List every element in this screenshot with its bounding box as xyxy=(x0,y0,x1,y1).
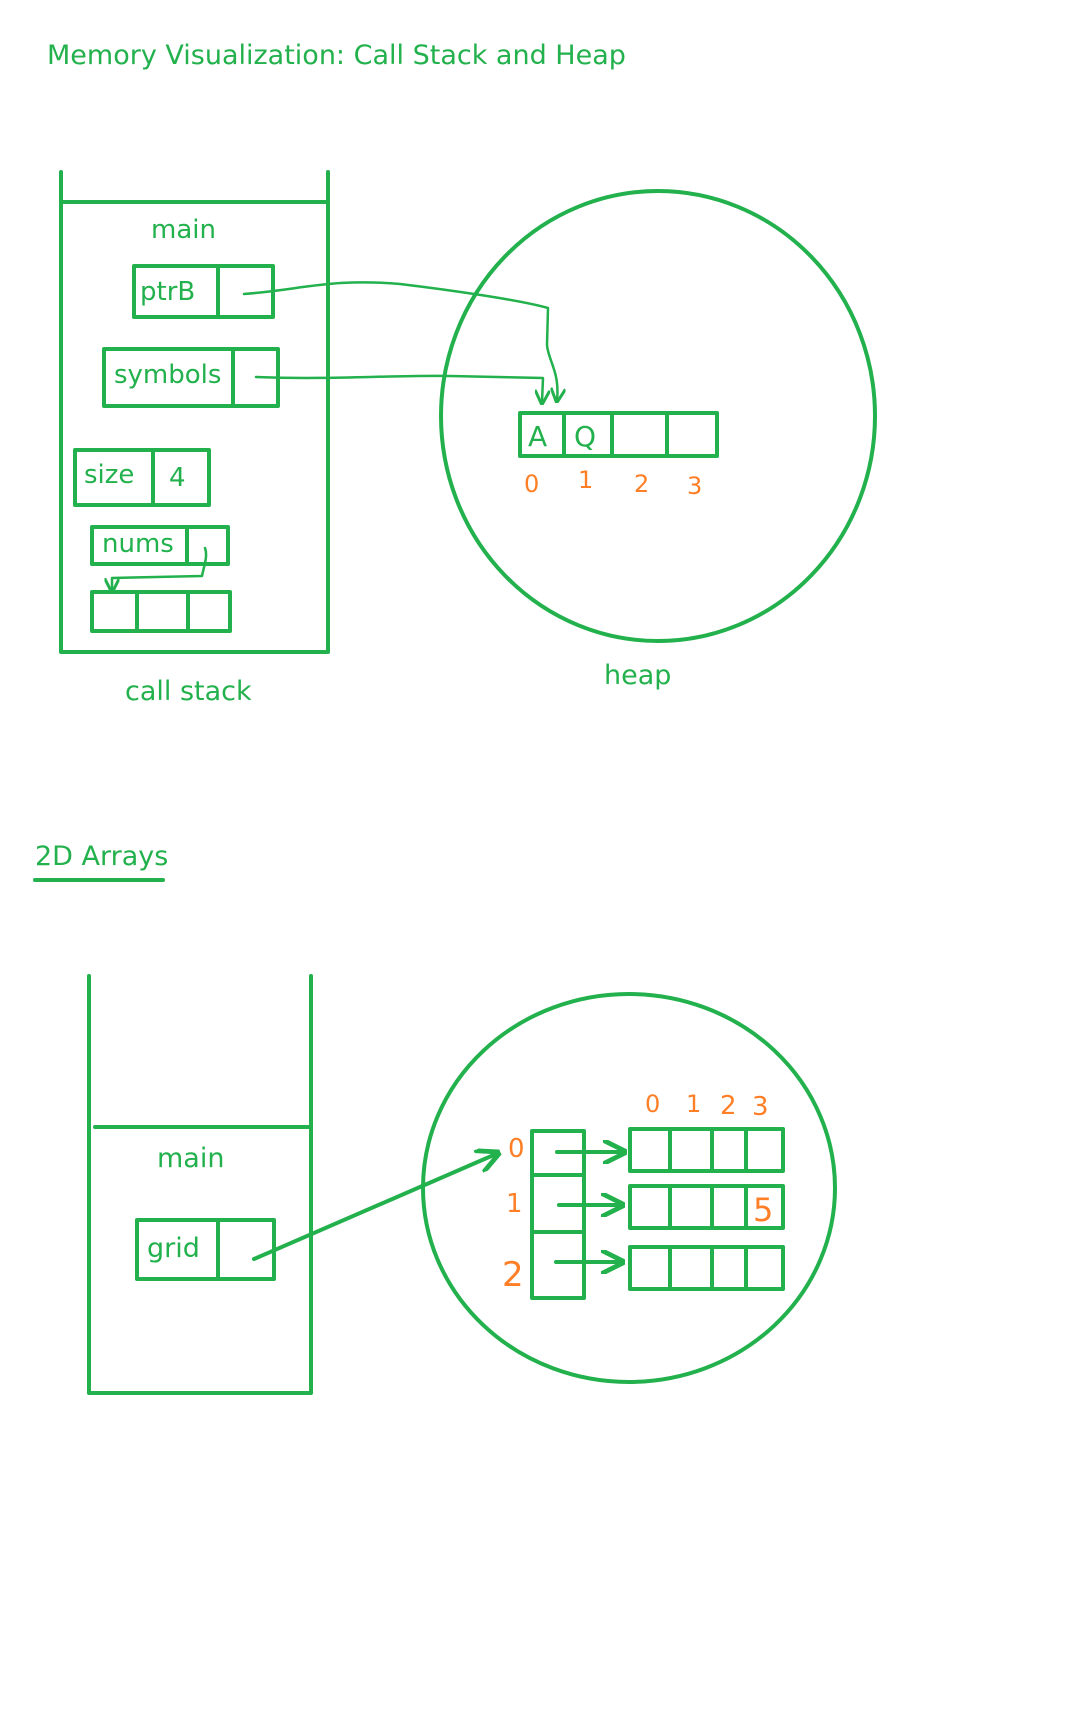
stack-frame-label-main-2: main xyxy=(157,1143,224,1174)
col-index-2: 2 xyxy=(720,1091,737,1121)
heap-cell-0: A xyxy=(528,420,547,453)
symbols-pointer-arrow xyxy=(254,374,543,402)
grid-pointer-arrow xyxy=(252,1154,496,1261)
var-symbols-label: symbols xyxy=(114,360,221,390)
stack-array-nums xyxy=(90,590,232,633)
grid-cell-value: 5 xyxy=(753,1191,773,1229)
row-index-1: 1 xyxy=(506,1189,523,1219)
nums-pointer-arrow xyxy=(112,546,208,590)
var-size-label: size xyxy=(84,460,134,490)
call-stack-2 xyxy=(87,974,313,1395)
heap-caption: heap xyxy=(604,660,671,691)
col-index-3: 3 xyxy=(752,1092,769,1122)
row-array-1 xyxy=(628,1184,785,1230)
heap-circle-2 xyxy=(421,992,837,1384)
var-size-value: 4 xyxy=(169,463,186,493)
var-size xyxy=(73,448,211,507)
row-array-0 xyxy=(628,1127,785,1173)
col-index-1: 1 xyxy=(686,1090,701,1118)
heap-index-3: 3 xyxy=(687,472,702,500)
row-index-0: 0 xyxy=(508,1134,525,1164)
heap-cell-1: Q xyxy=(574,420,596,453)
var-nums-label: nums xyxy=(102,529,174,559)
col-index-0: 0 xyxy=(645,1090,660,1118)
heap-index-0: 0 xyxy=(524,470,539,498)
var-nums xyxy=(90,525,230,566)
call-stack xyxy=(59,170,330,654)
heap-index-2: 2 xyxy=(634,470,649,498)
var-ptrB-label: ptrB xyxy=(140,277,195,307)
section-heading-2d-arrays: 2D Arrays xyxy=(35,841,168,872)
call-stack-caption: call stack xyxy=(125,676,252,707)
row-array-2 xyxy=(628,1245,785,1291)
ptrB-pointer-arrow xyxy=(242,281,557,400)
page-title: Memory Visualization: Call Stack and Hea… xyxy=(47,40,626,71)
heap-circle xyxy=(439,189,877,643)
var-grid-label: grid xyxy=(147,1233,200,1264)
row-index-2: 2 xyxy=(502,1255,524,1295)
row-pointer-array xyxy=(530,1129,586,1300)
heap-index-1: 1 xyxy=(578,466,593,494)
heap-array xyxy=(518,411,719,458)
stack-frame-label-main: main xyxy=(151,215,216,245)
